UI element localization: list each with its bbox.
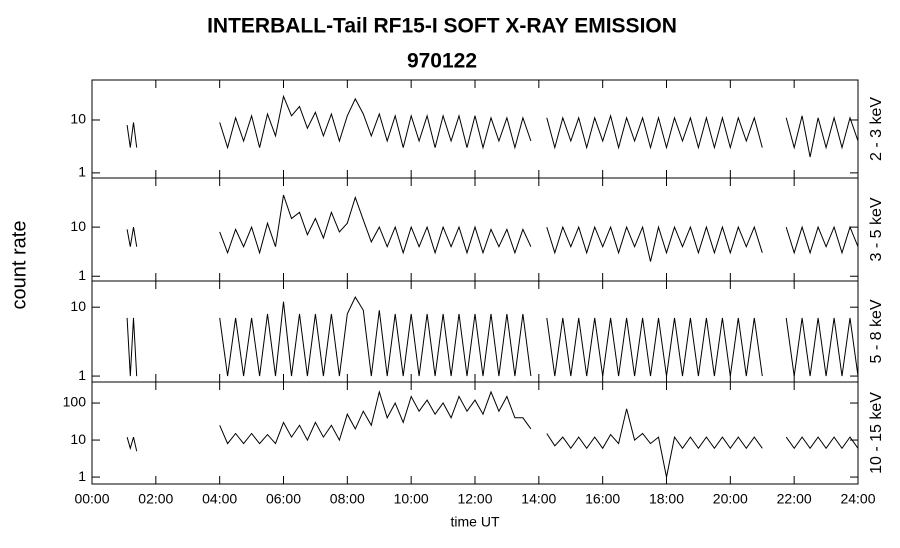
panel-label: 3 - 5 keV — [868, 197, 885, 261]
data-line — [126, 389, 859, 478]
y-tick-label: 1 — [78, 367, 86, 383]
data-line — [126, 194, 859, 262]
x-tick-label: 22:00 — [777, 491, 812, 507]
x-tick-label: 00:00 — [74, 491, 109, 507]
x-tick-label: 04:00 — [202, 491, 237, 507]
y-tick-label: 10 — [70, 111, 86, 127]
panel-frame — [91, 177, 859, 282]
x-tick-label: 02:00 — [138, 491, 173, 507]
panel-label: 5 - 8 keV — [868, 299, 885, 363]
y-tick-label: 100 — [63, 394, 87, 410]
y-tick-label: 1 — [78, 267, 86, 283]
x-tick-label: 12:00 — [457, 491, 492, 507]
x-axis-label: time UT — [451, 514, 500, 530]
panel-frame — [91, 79, 859, 179]
x-tick-label: 06:00 — [266, 491, 301, 507]
x-tick-label: 20:00 — [713, 491, 748, 507]
y-tick-label: 10 — [70, 298, 86, 314]
x-tick-label: 16:00 — [585, 491, 620, 507]
y-tick-label: 1 — [78, 468, 86, 484]
x-tick-label: 24:00 — [840, 491, 875, 507]
data-line — [126, 296, 859, 377]
y-tick-label: 10 — [70, 218, 86, 234]
x-tick-label: 18:00 — [649, 491, 684, 507]
panel-frame — [91, 381, 859, 485]
panel-frame — [91, 280, 859, 383]
y-tick-label: 10 — [70, 431, 86, 447]
x-tick-label: 14:00 — [521, 491, 556, 507]
x-tick-label: 10:00 — [394, 491, 429, 507]
x-tick-label: 08:00 — [330, 491, 365, 507]
panel-label: 2 - 3 keV — [868, 97, 885, 161]
data-line — [126, 94, 859, 158]
y-tick-label: 1 — [78, 164, 86, 180]
panel-label: 10 - 15 keV — [868, 392, 885, 474]
chart-title: INTERBALL-Tail RF15-I SOFT X-RAY EMISSIO… — [207, 15, 677, 38]
chart-subtitle: 970122 — [407, 50, 477, 73]
y-axis-label: count rate — [8, 221, 30, 310]
